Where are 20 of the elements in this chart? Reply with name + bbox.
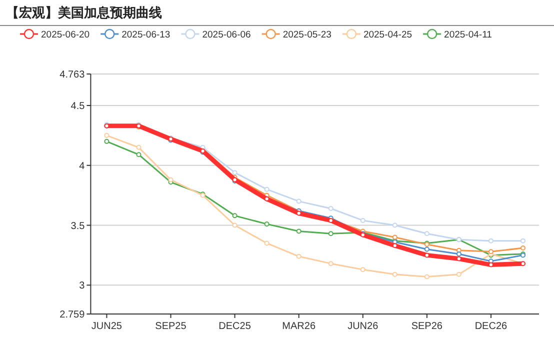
y-tick-label: 3.5 [70,220,86,232]
x-tick-label: MAR26 [282,321,316,332]
x-tick-label: JUN25 [91,321,122,332]
y-tick-label: 4.763 [60,70,86,80]
x-tick-label: JUN26 [348,321,379,332]
legend-label: 2025-06-13 [122,30,170,40]
y-tick-label: 4.5 [70,100,86,112]
x-tick-label: SEP25 [155,321,187,332]
y-tick-label: 2.759 [60,310,86,320]
x-tick-label: SEP26 [411,321,443,332]
x-tick-label: DEC26 [474,321,508,332]
legend-label: 2025-06-20 [41,30,90,40]
legend-label: 2025-04-11 [444,30,492,40]
x-tick-label: DEC25 [218,321,252,332]
legend-label: 2025-04-25 [363,30,412,40]
chart-title: 【宏观】美国加息预期曲线 [6,5,162,20]
y-tick-label: 3 [79,280,86,292]
legend-label: 2025-05-23 [282,30,332,40]
y-tick-label: 4 [79,160,86,172]
legend-label: 2025-06-06 [202,30,251,40]
